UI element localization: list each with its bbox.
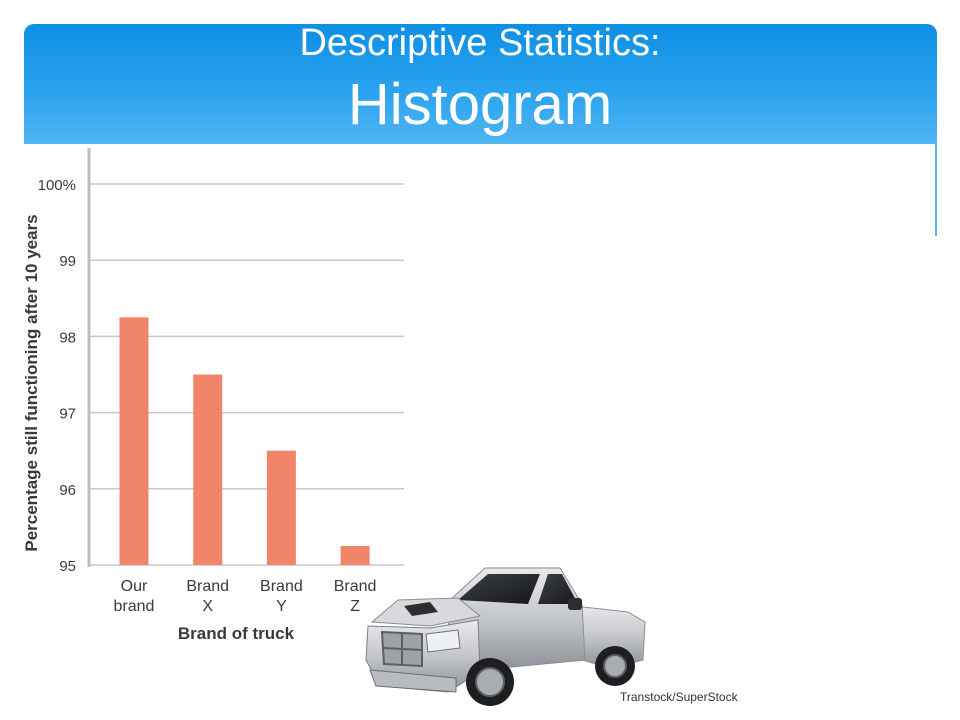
bar-chart: 95 96 97 98 99 100% Our brand Brand X Brand Y Brand Z… xyxy=(22,148,404,643)
bar xyxy=(193,374,223,565)
y-tick-label: 97 xyxy=(59,406,76,423)
y-tick-label: 98 xyxy=(59,329,76,346)
photo-credit: Transtock/SuperStock xyxy=(620,690,738,704)
bar xyxy=(340,545,370,565)
x-tick-label: Brand Y xyxy=(260,578,303,615)
x-tick-label: Our brand xyxy=(114,578,155,615)
banner-edge xyxy=(935,144,937,236)
x-tick-label: Brand X xyxy=(186,578,229,615)
bar xyxy=(266,450,296,565)
title-banner xyxy=(24,24,937,144)
y-tick-label: 96 xyxy=(59,482,76,499)
page-subtitle: Histogram xyxy=(347,72,613,137)
truck-photo xyxy=(365,567,646,706)
x-tick-label: Brand Z xyxy=(334,578,377,615)
y-axis-label: Percentage still functioning after 10 ye… xyxy=(22,214,41,551)
y-tick-label: 100% xyxy=(38,177,76,194)
y-tick-label: 99 xyxy=(59,253,76,270)
x-axis-label: Brand of truck xyxy=(178,624,295,643)
y-tick-label: 95 xyxy=(59,558,76,575)
page-title: Descriptive Statistics: xyxy=(299,22,661,64)
bar xyxy=(119,317,149,565)
